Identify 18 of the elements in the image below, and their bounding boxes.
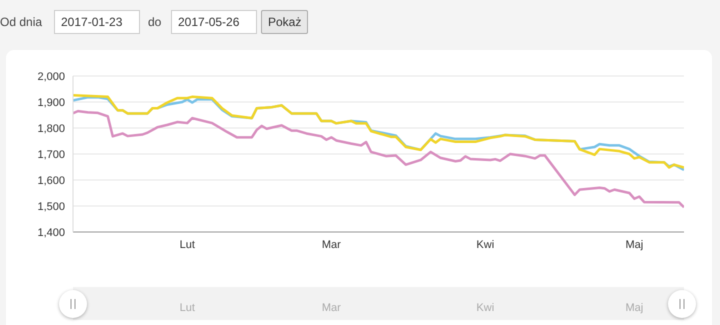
y-tick-label: 1,800 [37,122,65,135]
text: do [148,14,162,31]
line-series [73,110,684,209]
y-tick-label: 1,400 [37,226,65,239]
y-tick-label: 1,600 [37,174,65,187]
x-tick-label: Maj [625,238,644,251]
y-tick-label: 1,700 [37,148,65,161]
x-tick-label: Mar [322,238,342,251]
x-tick-label: Lut [180,238,195,251]
date-field: 2017-05-26 [171,10,257,34]
y-tick-label: 1,500 [37,200,65,213]
scrollbar: Lut Mar Kwi Maj [73,287,684,320]
date-field: 2017-01-23 [54,10,140,34]
y-tick-label: 1,900 [37,96,65,109]
y-tick-label: 2,000 [37,70,65,83]
button: Pokaż [261,10,308,34]
x-tick-label: Kwi [476,238,494,251]
text: Od dnia [0,14,42,31]
